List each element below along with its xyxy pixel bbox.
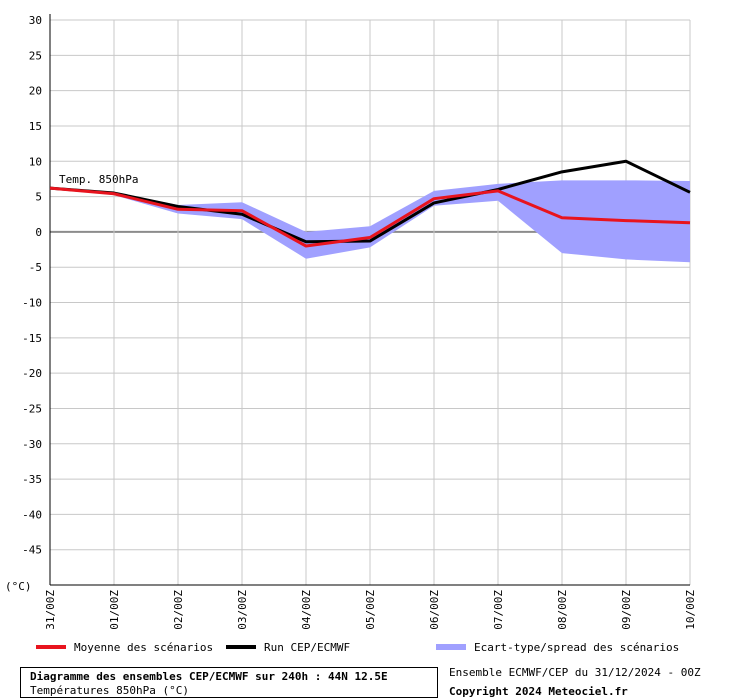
chart-title-box: Diagramme des ensembles CEP/ECMWF sur 24… bbox=[20, 667, 438, 698]
x-tick-label: 10/00Z bbox=[684, 590, 697, 630]
y-tick-label: -40 bbox=[22, 508, 42, 521]
x-tick-label: 03/00Z bbox=[236, 590, 249, 630]
mean-line bbox=[49, 186, 691, 248]
y-tick-label: -45 bbox=[22, 544, 42, 557]
x-tick-label: 08/00Z bbox=[556, 590, 569, 630]
y-tick-label: -15 bbox=[22, 332, 42, 345]
legend-spread: Ecart-type/spread des scénarios bbox=[436, 639, 679, 655]
legend-run-label: Run CEP/ECMWF bbox=[264, 640, 351, 654]
y-tick-label: -30 bbox=[22, 438, 42, 451]
x-tick-label: 06/00Z bbox=[428, 590, 441, 630]
unit-label: (°C) bbox=[5, 580, 32, 593]
y-tick-label: 30 bbox=[29, 14, 42, 27]
y-tick-label: -25 bbox=[22, 402, 42, 415]
legend-mean: Moyenne des scénarios bbox=[36, 639, 213, 655]
chart-subtitle: Températures 850hPa (°C) bbox=[30, 684, 189, 697]
x-tick-label: 09/00Z bbox=[620, 590, 633, 630]
y-tick-label: -10 bbox=[22, 297, 42, 310]
legend-spread-swatch bbox=[436, 644, 466, 650]
run-info: Ensemble ECMWF/CEP du 31/12/2024 - 00Z bbox=[449, 666, 701, 679]
run-line bbox=[49, 159, 691, 244]
legend-mean-label: Moyenne des scénarios bbox=[74, 640, 214, 654]
y-tick-label: -20 bbox=[22, 367, 42, 380]
legend-run-swatch bbox=[226, 645, 256, 649]
x-tick-label: 05/00Z bbox=[364, 590, 377, 630]
y-tick-label: 0 bbox=[35, 226, 42, 239]
x-tick-label: 04/00Z bbox=[300, 590, 313, 630]
spread-band bbox=[50, 180, 690, 263]
y-tick-label: -5 bbox=[29, 261, 42, 274]
temp-850-annotation: Temp. 850hPa bbox=[59, 173, 138, 186]
x-tick-labels: 31/00Z 01/00Z 02/00Z 03/00Z 04/00Z 05/00Z 06/0… bbox=[44, 590, 697, 630]
y-tick-label: 20 bbox=[29, 85, 42, 98]
chart-grid bbox=[49, 14, 691, 586]
series-lines bbox=[49, 159, 691, 248]
y-tick-label: 10 bbox=[29, 155, 42, 168]
y-tick-label: 15 bbox=[29, 120, 42, 133]
x-tick-label: 07/00Z bbox=[492, 590, 505, 630]
y-tick-label: 5 bbox=[35, 191, 42, 204]
x-tick-label: 02/00Z bbox=[172, 590, 185, 630]
y-tick-labels: 30 25 20 15 10 5 0 -5 -10 -15 -20 -25 -30 -35 -40 -45 bbox=[22, 14, 42, 557]
x-tick-label: 31/00Z bbox=[44, 590, 57, 630]
legend-spread-label: Ecart-type/spread des scénarios bbox=[474, 640, 680, 654]
legend-run: Run CEP/ECMWF bbox=[226, 639, 350, 655]
spread-area bbox=[50, 180, 690, 263]
ensemble-chart: 30 25 20 15 10 5 0 -5 -10 -15 -20 -25 -30 -35 -40 -45 3… bbox=[5, 14, 697, 630]
x-tick-label: 01/00Z bbox=[108, 590, 121, 630]
copyright: Copyright 2024 Meteociel.fr bbox=[449, 685, 628, 698]
y-tick-label: -35 bbox=[22, 473, 42, 486]
legend-mean-swatch bbox=[36, 645, 66, 649]
y-tick-label: 25 bbox=[29, 49, 42, 62]
chart-title: Diagramme des ensembles CEP/ECMWF sur 24… bbox=[30, 670, 388, 683]
